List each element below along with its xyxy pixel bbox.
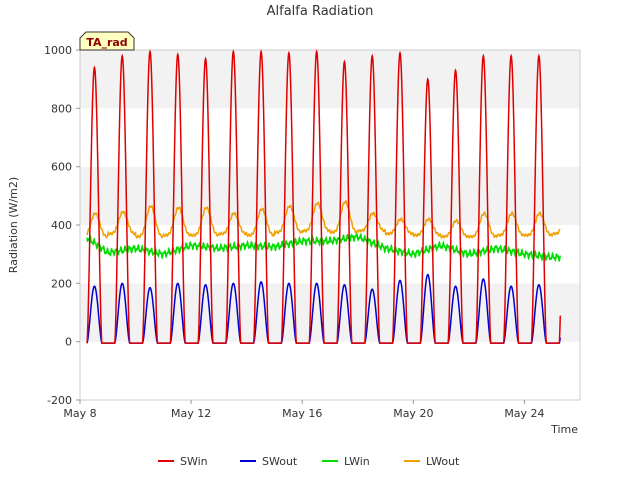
y-tick-label: 800 [51, 102, 72, 115]
y-tick-label: 400 [51, 219, 72, 232]
y-tick-label: 0 [65, 336, 72, 349]
legend-label: SWout [262, 455, 298, 468]
legend-item-lwin: LWin [322, 455, 370, 468]
ta-rad-annotation-box [79, 31, 135, 51]
ta-rad-annotation-text: TA_rad [86, 36, 127, 49]
ta-rad-annotation: TA_rad [79, 31, 135, 51]
series-line-swin [86, 49, 562, 344]
series-line-lwout [86, 199, 561, 239]
x-tick-label: May 20 [393, 407, 433, 420]
grid-band [80, 283, 580, 342]
legend-label: SWin [180, 455, 208, 468]
grid-bands [80, 50, 580, 400]
y-tick-label: -200 [47, 394, 72, 407]
series-layer [86, 49, 562, 344]
x-axis-label: Time [550, 423, 578, 436]
legend-item-lwout: LWout [404, 455, 460, 468]
x-tick-label: May 12 [171, 407, 211, 420]
series-line-lwin [86, 232, 562, 263]
grid-band [80, 50, 580, 109]
y-axis-ticks: -200 0 200 400 600 800 1000 [44, 44, 80, 407]
x-tick-label: May 16 [282, 407, 322, 420]
grid-band [80, 166, 580, 225]
x-tick-label: May 8 [63, 407, 96, 420]
grid-band [80, 341, 580, 400]
y-tick-label: 600 [51, 161, 72, 174]
y-tick-label: 200 [51, 277, 72, 290]
chart-title: Alfalfa Radiation [267, 4, 374, 19]
x-axis-ticks: May 8 May 12 May 16 May 20 May 24 [63, 400, 545, 420]
legend-label: LWout [426, 455, 460, 468]
legend-label: LWin [344, 455, 370, 468]
y-tick-label: 1000 [44, 44, 72, 57]
legend-item-swout: SWout [240, 455, 298, 468]
grid-band [80, 108, 580, 167]
legend-item-swin: SWin [158, 455, 208, 468]
legend: SWin SWout LWin LWout [158, 455, 460, 468]
y-axis-label: Radiation (W/m2) [7, 177, 20, 273]
x-tick-label: May 24 [504, 407, 544, 420]
